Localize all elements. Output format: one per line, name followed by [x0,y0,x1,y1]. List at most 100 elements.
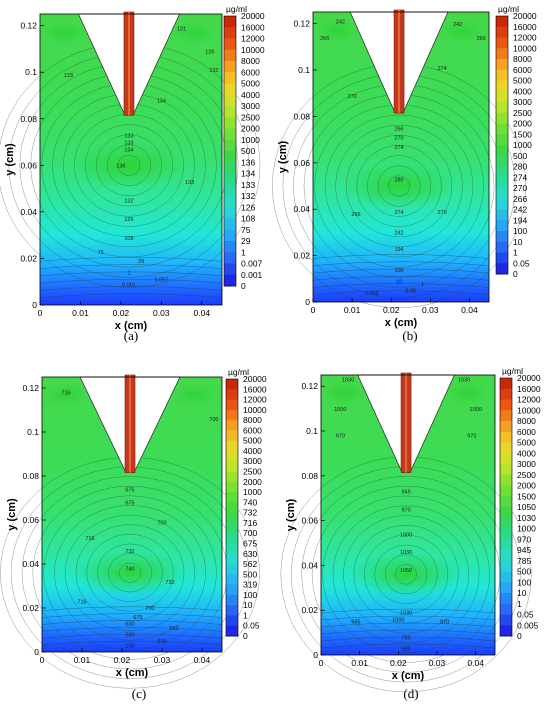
colorbar-swatch [226,625,238,637]
contour-label: 242 [336,20,345,26]
colorbar-swatch [226,543,238,555]
colorbar-frame [225,378,239,637]
colorbar-level-label: 2500 [517,470,536,480]
colorbar-swatch [500,442,512,454]
corner-zone [172,383,216,406]
contour-line [97,543,163,602]
colorbar: µg/ml20000160001200010000800060005000400… [499,366,541,641]
colorbar-level-label: 16000 [241,22,265,32]
colorbar-swatch [226,605,238,616]
x-axis-label: x (cm) [115,320,148,332]
y-tick-label: 0.08 [301,471,318,481]
colorbar-level-label: 0 [513,269,518,279]
colorbar-swatch [496,209,508,221]
y-tick-label: 0 [305,297,310,307]
colorbar-swatch [496,48,508,60]
x-tick-label: 0 [319,658,324,668]
colorbar-frame [223,15,237,287]
colorbar-swatch [224,229,236,242]
contour-line [320,629,496,635]
colorbar-level-label: 1 [513,248,518,258]
colorbar-swatch [224,61,236,73]
colorbar-level-label: 6000 [513,65,532,75]
colorbar-level-label: 10 [513,237,523,247]
panel-caption: (d) [403,686,418,701]
y-tick-label: 0.1 [306,426,318,436]
colorbar-level-label: 100 [517,577,531,587]
colorbar-level-label: 970 [517,534,531,544]
colorbar-level-label: 8000 [241,56,260,66]
y-axis-label: y (cm) [6,498,18,531]
colorbar-swatch [224,117,236,129]
colorbar-swatch [500,474,512,486]
x-tick-label: 0.04 [467,658,484,668]
colorbar-level-label: 500 [513,151,527,161]
colorbar-level-label: 10000 [241,45,265,55]
contour-label: 1000 [400,532,412,538]
contour-label: 785 [401,635,410,641]
colorbar-swatch [224,218,236,231]
corner-zone [42,20,87,45]
colorbar-swatch [500,378,512,390]
contour-line [39,293,223,298]
contour-label: 716 [61,391,70,397]
colorbar-swatch [500,539,512,551]
contour-label: 1030 [400,611,412,617]
colorbar-swatch [500,453,512,465]
colorbar-level-label: 10 [243,600,253,610]
colorbar: µg/ml20000160001200010000800060005000400… [495,4,537,279]
panel-caption: (c) [132,686,146,701]
colorbar-swatch [224,196,236,208]
contour-line [320,608,496,614]
colorbar-swatch [226,574,238,586]
contour-line [118,562,142,583]
contour-label: 630 [125,622,134,628]
colorbar-swatch [500,593,512,605]
contour-line [384,554,428,595]
colorbar-level-label: 0 [517,631,522,641]
colorbar-frame [495,15,509,275]
colorbar-swatch [496,155,508,167]
high-concentration-zone [342,162,456,210]
colorbar-swatch [226,420,238,431]
y-tick-label: 0.1 [25,67,37,77]
x-axis-label: x (cm) [385,317,418,329]
y-tick-label: 0.02 [301,605,318,615]
colorbar-swatch [226,502,238,514]
colorbar-swatch [500,410,512,422]
colorbar-swatch [224,94,236,107]
contour-line [320,636,496,642]
y-tick-label: 0.06 [293,158,310,168]
colorbar-level-label: 500 [517,567,531,577]
x-axis-label: x (cm) [116,667,149,679]
contour-label: 945 [351,620,360,626]
contour-line [75,524,185,622]
colorbar-swatch [226,481,238,493]
contour-label: 562 [169,626,178,632]
contour-label: 740 [125,567,134,573]
colorbar-swatch [224,274,236,287]
contour-label: 1030 [342,378,354,384]
colorbar-swatch [226,440,238,452]
contour-line [312,276,490,281]
colorbar-level-label: 270 [513,183,527,193]
x-tick-label: 0.04 [461,305,478,315]
colorbar-level-label: 20000 [517,373,541,383]
colorbar-swatch [226,379,238,390]
colorbar-swatch [496,91,508,103]
colorbar-swatch [226,389,238,401]
colorbar-level-label: 3000 [517,459,536,469]
colorbar-swatch [224,184,236,197]
contour-label: 266 [394,126,403,132]
contour-line [312,268,490,274]
colorbar-level-label: 126 [241,202,255,212]
colorbar-level-label: 0.005 [517,620,539,630]
colorbar-swatch [496,112,508,124]
contour-line [39,264,223,269]
y-tick-label: 0 [313,650,318,660]
colorbar-level-label: 20000 [243,374,267,384]
contour-label: 194 [394,247,403,253]
corner-zone [323,381,366,405]
contour-label: 700 [209,417,218,423]
